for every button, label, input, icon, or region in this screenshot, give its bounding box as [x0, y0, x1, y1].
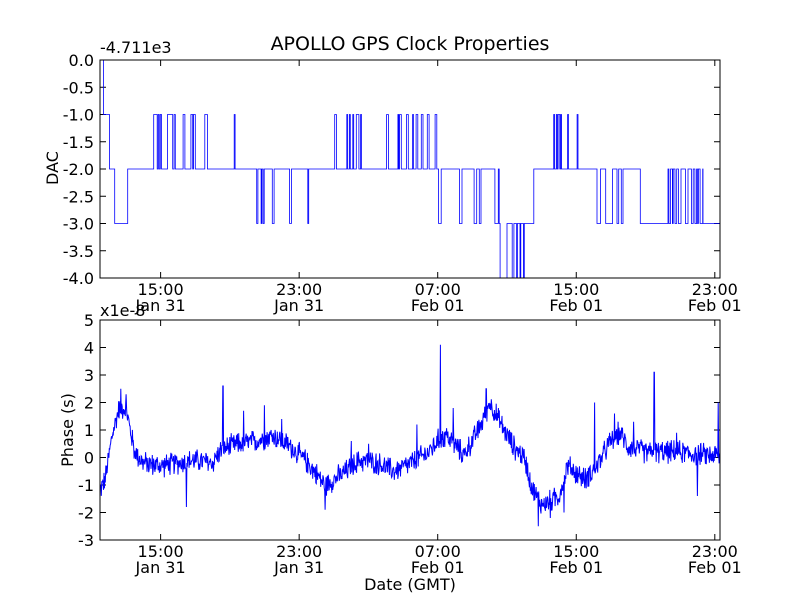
dac-ytick-label: -4.0: [63, 269, 94, 288]
dac-ticks: 0.0 -0.5 -1.0 -1.5 -2.0 -2.5 -3.0 -3.5 -4.0 15:00…: [63, 51, 742, 315]
phase-plot-frame: [99, 319, 721, 541]
dac-offset-text: -4.711e3: [100, 38, 172, 57]
phase-ytick-label: -1: [78, 476, 94, 495]
dac-ytick-label: -2.0: [63, 160, 94, 179]
phase-ytick-label: 1: [84, 421, 94, 440]
dac-series: [100, 60, 720, 278]
phase-ytick-label: 4: [84, 339, 94, 358]
dac-ytick-label: -0.5: [63, 78, 94, 97]
phase-ytick-label: 2: [84, 394, 94, 413]
phase-series-line: [100, 344, 720, 527]
dac-ytick-label: -1.5: [63, 133, 94, 152]
phase-xtick-date-label: Jan 31: [135, 558, 186, 577]
phase-ytick-label: -2: [78, 504, 94, 523]
phase-y-axis-label: Phase (s): [58, 393, 77, 467]
phase-x-axis-label: Date (GMT): [364, 575, 456, 594]
phase-xtick-time-label: 23:00: [276, 542, 322, 561]
dac-xtick-date-label: Feb 01: [688, 296, 742, 315]
dac-xtick-date-label: Jan 31: [273, 296, 324, 315]
phase-xtick-time-label: 15:00: [553, 542, 599, 561]
dac-xtick-date-label: Feb 01: [411, 296, 465, 315]
chart-title: APOLLO GPS Clock Properties: [271, 33, 550, 55]
phase-xtick-date-label: Feb 01: [549, 558, 603, 577]
dac-series-line: [100, 60, 720, 278]
dac-ytick-label: 0.0: [69, 51, 94, 70]
phase-xtick-time-label: 15:00: [138, 542, 184, 561]
dac-panel: -4.711e3 DAC 0.0 -0.5 -1.0 -1.5 -2.0 -2.5 -3.0…: [43, 38, 742, 315]
dac-xtick-date-label: Jan 31: [135, 296, 186, 315]
phase-xtick-time-label: 23:00: [692, 542, 738, 561]
dac-xtick-time-label: 23:00: [692, 280, 738, 299]
phase-ytick-label: -3: [78, 531, 94, 550]
phase-series: [100, 344, 720, 527]
phase-offset-text: x1e-8: [100, 301, 145, 320]
phase-ytick-label: 0: [84, 449, 94, 468]
dac-xtick-time-label: 07:00: [415, 280, 461, 299]
phase-xtick-date-label: Feb 01: [411, 558, 465, 577]
phase-ytick-label: 3: [84, 366, 94, 385]
phase-xtick-date-label: Jan 31: [273, 558, 324, 577]
dac-ytick-label: -3.0: [63, 215, 94, 234]
dac-ytick-label: -1.0: [63, 106, 94, 125]
dac-xtick-time-label: 15:00: [138, 280, 184, 299]
phase-xtick-date-label: Feb 01: [688, 558, 742, 577]
dac-y-axis-label: DAC: [43, 151, 62, 185]
dac-xtick-time-label: 23:00: [276, 280, 322, 299]
dac-ytick-label: -2.5: [63, 187, 94, 206]
dac-ytick-label: -3.5: [63, 242, 94, 261]
phase-xtick-time-label: 07:00: [415, 542, 461, 561]
dac-xtick-time-label: 15:00: [553, 280, 599, 299]
dac-plot-frame: [99, 59, 721, 279]
dac-xtick-date-label: Feb 01: [549, 296, 603, 315]
phase-ytick-label: 5: [84, 311, 94, 330]
